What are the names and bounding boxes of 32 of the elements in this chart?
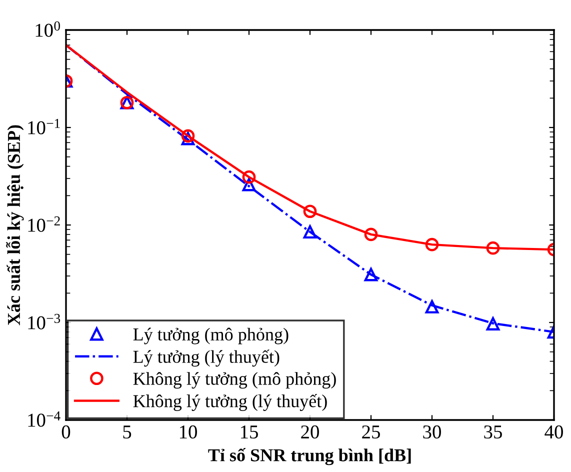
x-tick-label: 5 <box>123 426 132 439</box>
point <box>486 241 500 255</box>
y-tick-label: 10$^{−1}$ <box>28 118 60 134</box>
x-tick-label: 0 <box>62 425 70 439</box>
point <box>364 268 378 282</box>
x-axis-title: Tỉ số SNR trung bình [dB] <box>208 448 411 466</box>
point <box>181 129 195 143</box>
point <box>364 228 378 242</box>
x-tick-label: 40 <box>544 425 563 439</box>
x-tick-label: 25 <box>362 425 380 439</box>
y-tick-label: 10$^{−3}$ <box>28 314 60 330</box>
x-tick-label: 20 <box>301 425 319 439</box>
x-tick-label: 30 <box>423 425 441 439</box>
y-tick-label: 10$^{−2}$ <box>28 216 60 232</box>
point <box>242 178 256 192</box>
point <box>242 170 256 184</box>
x-tick-label: 35 <box>484 425 502 439</box>
legend-label: Lý tưởng (mô phỏng) <box>133 328 288 344</box>
x-tick-label: 15 <box>240 426 258 439</box>
y-axis-title: Xác suất lỗi ký hiệu (SEP) <box>6 125 24 326</box>
point <box>181 132 195 146</box>
point <box>303 225 317 239</box>
y-tick-label: 10$^{0}$ <box>36 21 60 37</box>
legend-label: Lý tưởng (lý thuyết) <box>133 350 280 367</box>
point <box>303 204 317 218</box>
point <box>486 317 500 330</box>
y-tick-label: 10$^{−4}$ <box>28 411 60 427</box>
legend-label: Không lý tưởng (mô phỏng) <box>133 372 336 389</box>
legend-label: Không lý tưởng (lý thuyết) <box>133 394 327 411</box>
point <box>425 238 439 252</box>
x-tick-label: 10 <box>180 425 197 439</box>
point <box>425 300 439 314</box>
